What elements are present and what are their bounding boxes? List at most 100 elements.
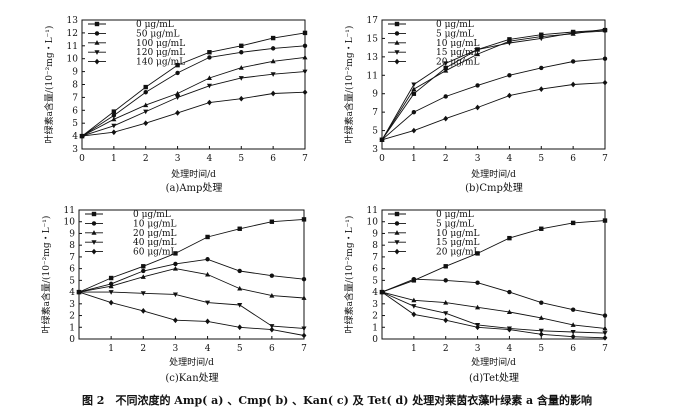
data-point	[238, 95, 244, 102]
data-point	[570, 307, 576, 312]
data-point	[143, 84, 148, 90]
data-point	[143, 90, 148, 95]
data-point	[173, 317, 178, 324]
series-line	[81, 71, 306, 137]
y-tick-label: 15	[367, 34, 379, 44]
y-axis-label: 叶绿素a含量/(10⁻²mg・L⁻¹)	[343, 26, 355, 144]
series-line	[381, 291, 606, 339]
panel-caption: (c)Kan处理	[165, 372, 218, 384]
data-point	[539, 65, 544, 71]
y-tick-label: 0	[69, 335, 75, 345]
series-line	[78, 218, 305, 293]
x-axis-label: 处理时间/d	[471, 356, 516, 368]
y-tick-label: 3	[72, 145, 78, 155]
data-point	[602, 331, 608, 336]
legend-marker	[94, 50, 100, 55]
data-point	[301, 332, 307, 339]
data-point	[111, 123, 117, 129]
data-point	[443, 94, 448, 99]
legend-marker	[394, 230, 400, 235]
series-4	[379, 29, 608, 143]
data-point	[570, 322, 576, 327]
x-tick-label: 3	[475, 154, 481, 164]
data-point	[238, 76, 244, 81]
series-line	[78, 258, 305, 293]
data-point	[205, 300, 211, 306]
x-tick-label: 4	[207, 154, 213, 164]
y-tick-label: 10	[64, 218, 76, 228]
series-3	[79, 54, 308, 139]
data-point	[269, 292, 275, 298]
data-point	[269, 326, 275, 333]
x-tick-label: 1	[111, 154, 117, 164]
data-point	[238, 65, 244, 70]
series-4	[79, 69, 308, 139]
y-tick-label: 2	[69, 312, 75, 322]
data-point	[602, 334, 608, 341]
data-point	[140, 291, 146, 296]
y-tick-label: 9	[372, 229, 378, 239]
y-tick-label: 9	[372, 90, 378, 100]
plot-frame	[78, 209, 305, 340]
x-tick-label: 0	[79, 154, 85, 164]
x-tick-label: 2	[143, 154, 149, 164]
y-tick-label: 5	[72, 119, 78, 129]
series-5	[79, 89, 308, 139]
data-point	[302, 43, 308, 48]
series-line	[81, 56, 306, 137]
data-point	[207, 55, 212, 60]
data-point	[175, 95, 181, 101]
x-tick-label: 1	[108, 344, 114, 354]
legend-label: 20 μg/mL	[436, 58, 479, 68]
data-point	[140, 307, 146, 314]
legend-marker	[394, 221, 400, 226]
data-point	[270, 35, 276, 41]
data-point	[302, 54, 308, 60]
legend-marker	[394, 58, 400, 65]
x-tick-label: 7	[301, 344, 307, 354]
data-point	[237, 226, 242, 231]
y-tick-label: 6	[372, 265, 378, 275]
data-point	[269, 273, 275, 278]
series-line	[381, 58, 606, 141]
series-line	[381, 220, 606, 293]
data-point	[570, 220, 576, 226]
data-point	[205, 234, 210, 240]
data-point	[206, 75, 212, 81]
data-point	[172, 265, 178, 271]
data-point	[538, 328, 544, 334]
data-point	[506, 41, 512, 46]
data-point	[270, 72, 276, 77]
data-point	[379, 136, 385, 143]
data-point	[538, 36, 544, 42]
legend-marker	[91, 240, 97, 245]
data-point	[411, 82, 417, 88]
y-tick-label: 4	[72, 132, 78, 142]
data-point	[172, 292, 178, 298]
data-point	[475, 104, 480, 111]
data-point	[538, 315, 544, 320]
data-point	[79, 133, 85, 139]
legend-marker	[94, 58, 100, 65]
y-tick-label: 3	[372, 300, 378, 310]
x-tick-label: 6	[270, 154, 276, 164]
y-tick-label: 7	[372, 108, 378, 118]
y-tick-label: 7	[372, 253, 378, 263]
legend-label: 15 μg/mL	[436, 238, 479, 248]
data-point	[175, 90, 181, 96]
x-tick-label: 4	[205, 344, 211, 354]
data-point	[443, 278, 448, 283]
legend-marker	[394, 21, 400, 27]
data-point	[237, 268, 242, 274]
legend-marker	[394, 248, 400, 255]
data-point	[475, 47, 481, 53]
data-point	[173, 261, 178, 267]
series-line	[81, 91, 306, 137]
data-point	[237, 324, 243, 331]
series-line	[381, 291, 606, 329]
data-point	[475, 304, 481, 310]
data-point	[239, 50, 244, 55]
x-tick-label: 2	[443, 154, 449, 164]
